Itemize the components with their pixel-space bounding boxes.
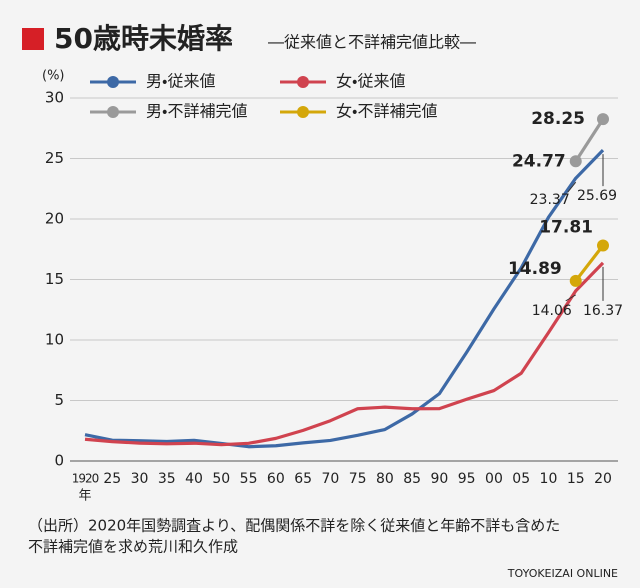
- series-line: [84, 261, 605, 447]
- x-tick-label: 70: [321, 471, 339, 487]
- x-tick-label: 15: [567, 471, 585, 487]
- source-line: （出所）2020年国勢調査より、配偶関係不詳を除く従来値と年齢不詳も含めた: [28, 517, 560, 535]
- x-tick-label: 1920: [72, 472, 99, 486]
- point: [597, 239, 609, 252]
- legend-marker: [297, 106, 309, 118]
- series-line: [574, 118, 605, 163]
- x-tick-label: 80: [376, 471, 394, 487]
- source-line: 不詳補完値を求め荒川和久作成: [28, 538, 238, 556]
- x-tick-label: 55: [240, 471, 258, 487]
- x-tick-label: 50: [212, 471, 230, 487]
- data-label: 16.37: [583, 303, 623, 319]
- legend-label: 男・従来値: [146, 72, 215, 91]
- x-tick-label: 30: [131, 471, 149, 487]
- y-tick-label: 25: [45, 149, 64, 167]
- point: [597, 113, 609, 126]
- legend-label: 女・不詳補完値: [336, 102, 437, 121]
- y-tick-label: 0: [54, 452, 64, 470]
- y-tick-label: 5: [54, 391, 64, 409]
- y-tick-label: 30: [45, 89, 64, 107]
- x-tick-label: 60: [267, 471, 285, 487]
- series-line: [574, 244, 605, 282]
- legend-marker: [297, 76, 309, 88]
- x-tick-label: 20: [594, 471, 612, 487]
- chart-title: 50歳時未婚率: [54, 22, 233, 55]
- y-tick-label: 15: [45, 270, 64, 288]
- data-label: 17.81: [539, 217, 593, 237]
- x-tick-label: 35: [158, 471, 176, 487]
- legend-marker: [107, 106, 119, 118]
- x-tick-label: 65: [294, 471, 312, 487]
- leader-line: [565, 294, 576, 302]
- legend-marker: [107, 76, 119, 88]
- x-tick-label: 90: [431, 471, 449, 487]
- point: [569, 155, 582, 168]
- data-label: 23.37: [530, 192, 570, 208]
- x-tick-label: 40: [185, 471, 203, 487]
- data-label: 14.89: [508, 259, 562, 279]
- point: [569, 274, 582, 287]
- x-tick-label: 85: [403, 471, 421, 487]
- title-marker: [22, 28, 44, 50]
- x-tick-label: 10: [540, 471, 558, 487]
- data-label: 14.06: [532, 303, 572, 319]
- chart-subtitle: ―従来値と不詳補完値比較―: [268, 33, 476, 52]
- x-axis-label: 年: [78, 489, 91, 504]
- x-tick-label: 25: [103, 471, 121, 487]
- x-tick-label: 75: [349, 471, 367, 487]
- series-line: [84, 149, 605, 449]
- leader-line: [567, 181, 577, 193]
- data-label: 25.69: [577, 188, 617, 204]
- legend-label: 女・従来値: [336, 72, 405, 91]
- data-label: 28.25: [531, 109, 585, 129]
- x-tick-label: 00: [485, 471, 503, 487]
- y-tick-label: 20: [45, 210, 64, 228]
- y-tick-label: 10: [45, 331, 64, 349]
- credit: TOYOKEIZAI ONLINE: [507, 567, 618, 580]
- y-unit: (%): [42, 69, 65, 84]
- legend-label: 男・不詳補完値: [146, 102, 247, 121]
- x-tick-label: 95: [458, 471, 476, 487]
- data-label: 24.77: [512, 151, 566, 171]
- x-tick-label: 05: [512, 471, 530, 487]
